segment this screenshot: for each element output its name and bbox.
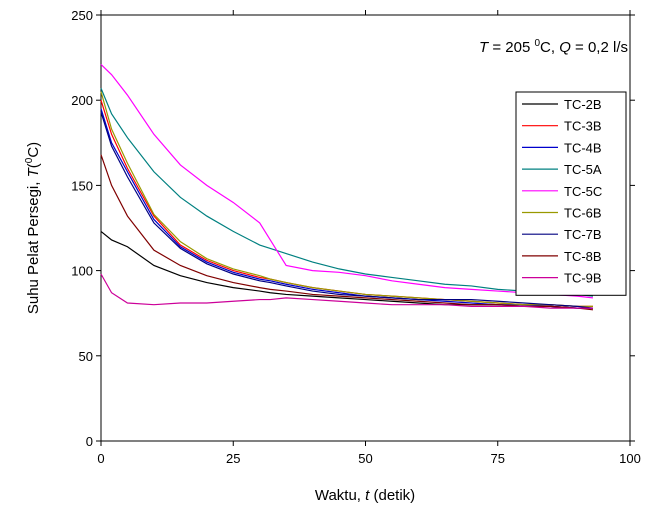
legend-label: TC-6B bbox=[564, 206, 602, 221]
y-tick-label: 0 bbox=[86, 434, 93, 449]
series-line bbox=[100, 63, 594, 299]
series-line bbox=[100, 91, 593, 307]
legend-label: TC-5C bbox=[564, 184, 602, 199]
x-tick-label: 100 bbox=[619, 451, 641, 466]
x-label-part: Waktu, bbox=[315, 487, 365, 504]
series-line bbox=[100, 273, 593, 309]
x-label-part: (detik) bbox=[369, 487, 415, 504]
annotation-part: Q bbox=[559, 39, 571, 56]
y-axis-label: Suhu Pelat Persegi, T(0C) bbox=[24, 142, 42, 314]
series-line bbox=[100, 154, 594, 311]
x-tick-label: 50 bbox=[358, 451, 372, 466]
legend-label: TC-3B bbox=[564, 119, 602, 134]
annotation-part: = 0,2 l/s bbox=[571, 39, 628, 56]
x-label-part: t bbox=[365, 487, 370, 504]
y-label-part: Suhu Pelat Persegi, bbox=[25, 177, 42, 314]
y-label-part: C) bbox=[25, 142, 42, 158]
annotation-part: C, bbox=[540, 39, 559, 56]
x-tick-label: 75 bbox=[491, 451, 505, 466]
annotation: T = 205 0C, Q = 0,2 l/s bbox=[479, 38, 628, 56]
legend-label: TC-5A bbox=[564, 162, 602, 177]
x-tick-label: 25 bbox=[226, 451, 240, 466]
y-label-part: T bbox=[25, 166, 42, 177]
x-tick-label: 0 bbox=[97, 451, 104, 466]
legend-label: TC-8B bbox=[564, 249, 602, 264]
series-line bbox=[100, 108, 593, 309]
y-label-part: 0 bbox=[24, 157, 35, 163]
y-tick-label: 150 bbox=[71, 178, 93, 193]
x-axis-label: Waktu, t (detik) bbox=[315, 487, 415, 504]
y-tick-label: 50 bbox=[79, 349, 93, 364]
y-tick-label: 200 bbox=[71, 93, 93, 108]
y-label-part: ( bbox=[25, 163, 42, 168]
legend-label: TC-4B bbox=[564, 140, 602, 155]
y-tick-label: 100 bbox=[71, 264, 93, 279]
series-line bbox=[100, 88, 594, 297]
annotation-part: = 205 bbox=[488, 39, 534, 56]
series-line bbox=[100, 111, 594, 309]
annotation-part: 0 bbox=[534, 38, 540, 49]
legend-label: TC-9B bbox=[564, 271, 602, 286]
legend-label: TC-7B bbox=[564, 227, 602, 242]
annotation-part: T bbox=[479, 39, 490, 56]
y-tick-label: 250 bbox=[71, 8, 93, 23]
legend-label: TC-2B bbox=[564, 97, 602, 112]
